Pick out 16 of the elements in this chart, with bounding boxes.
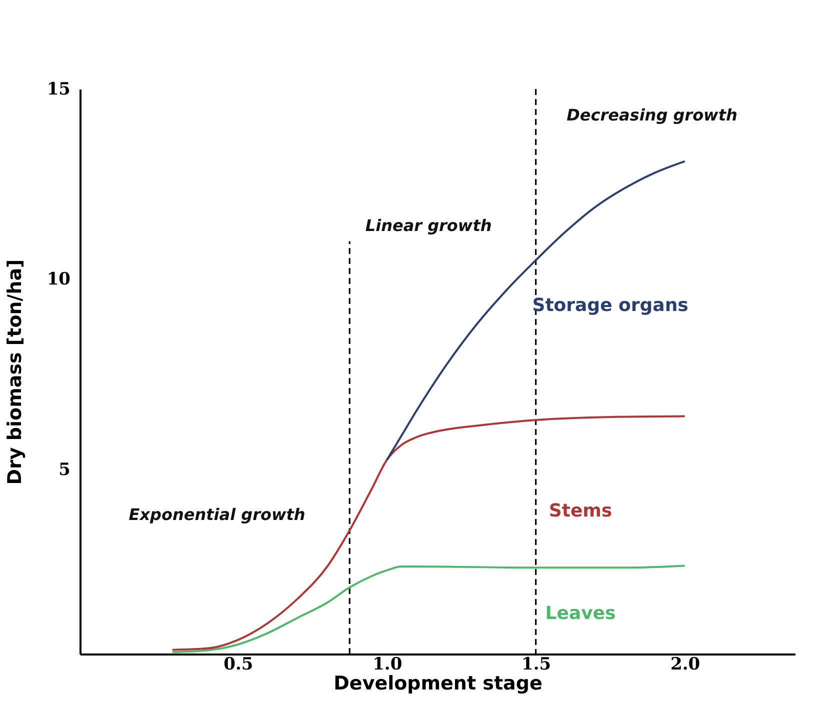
x-tick-label: 1.5 [522,654,552,674]
text: Stems [548,500,612,522]
x-tick-label: 2.0 [670,654,700,674]
y-axis-title: Dry biomass [ton/ha] [4,259,26,485]
x-tick-label: 1.0 [372,654,402,674]
series-label: Leaves [545,603,616,624]
x-axis-title: Development stage [334,672,542,694]
annotation: Linear growth [365,216,492,235]
annotation: Exponential growth [128,505,306,524]
y-tick-label: 15 [46,80,70,100]
y-tick-label: 5 [58,460,70,480]
annotation: Decreasing growth [566,106,738,125]
y-tick-label: 10 [46,270,71,290]
x-tick-label: 0.5 [224,654,254,674]
series-label: Storage organs [532,294,688,316]
line-series [171,564,686,654]
